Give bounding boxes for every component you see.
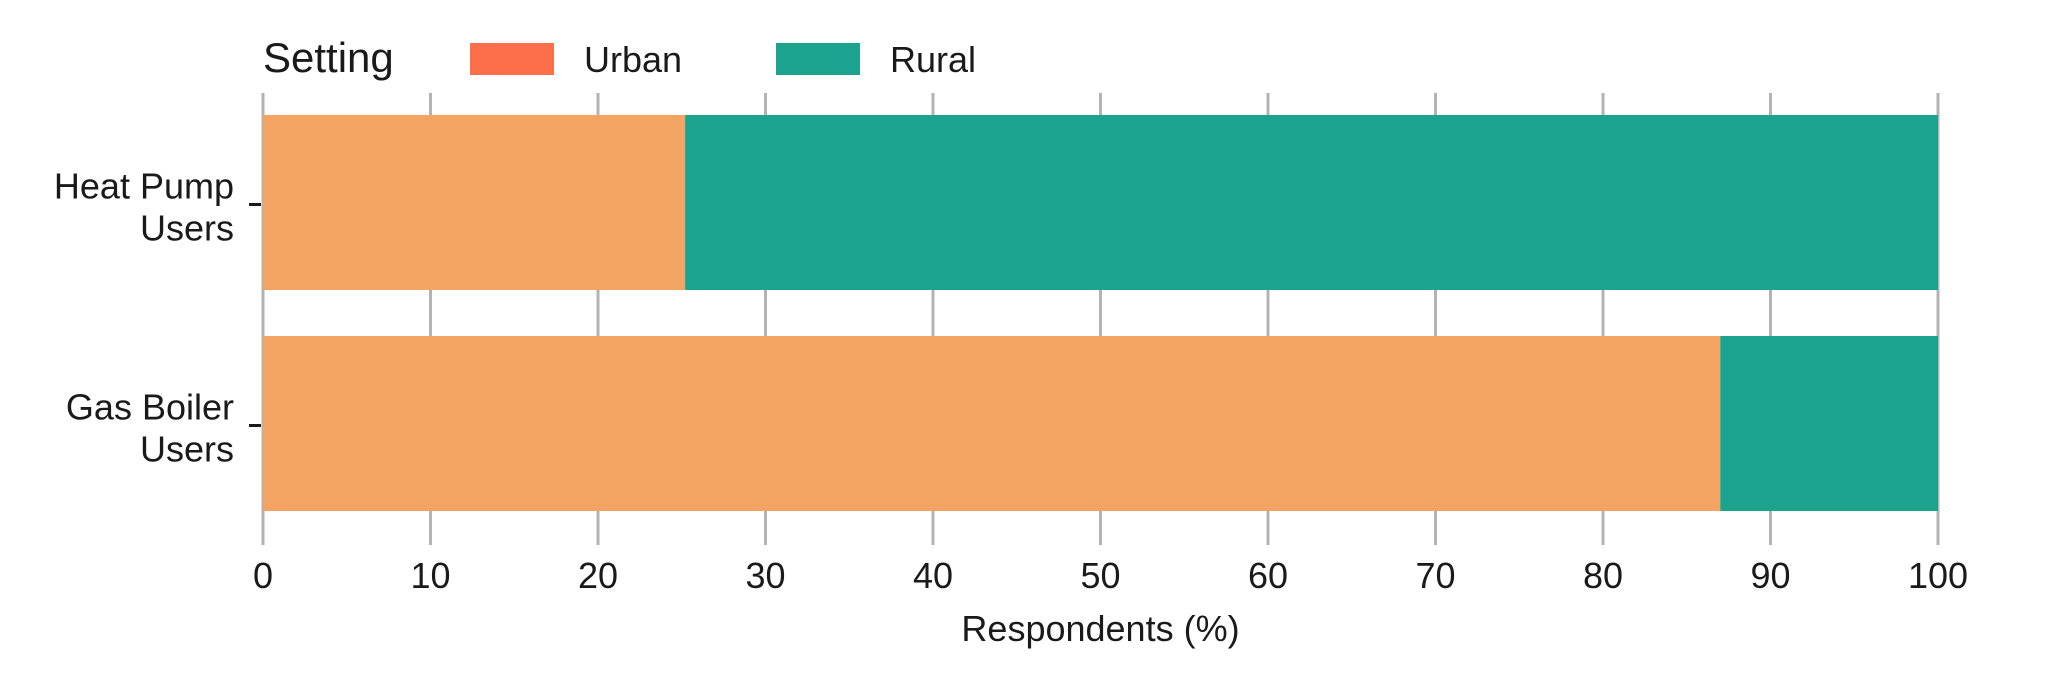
legend-swatch-rural [776,43,860,75]
x-tick-label-20: 20 [578,555,618,596]
bar-urban-2 [263,336,1721,511]
category-label-2: Gas Boiler Users [66,387,234,470]
bars [263,115,1938,511]
x-tick-label-70: 70 [1415,555,1455,596]
x-tick-label-30: 30 [745,555,785,596]
legend-title: Setting [263,34,394,81]
x-tick-label-60: 60 [1248,555,1288,596]
legend-label-urban: Urban [584,39,682,80]
x-tick-label-40: 40 [913,555,953,596]
category-label-1: Heat Pump Users [54,166,234,249]
bar-rural-1 [685,115,1938,290]
legend-label-rural: Rural [890,39,976,80]
category-axis: Heat Pump Users Gas Boiler Users [54,166,261,470]
x-tick-label-80: 80 [1583,555,1623,596]
value-axis: 0 10 20 30 40 50 60 70 80 90 100 [253,512,1968,596]
bar-urban-1 [263,115,686,290]
bar-rural-2 [1720,336,1938,511]
legend-swatch-urban [470,43,554,75]
x-tick-label-100: 100 [1908,555,1968,596]
x-tick-label-50: 50 [1080,555,1120,596]
legend: Setting Urban Rural [263,34,976,81]
x-axis-title: Respondents (%) [961,608,1239,649]
x-tick-label-0: 0 [253,555,273,596]
x-tick-label-90: 90 [1750,555,1790,596]
x-tick-label-10: 10 [410,555,450,596]
legend-items: Urban Rural [470,39,976,80]
